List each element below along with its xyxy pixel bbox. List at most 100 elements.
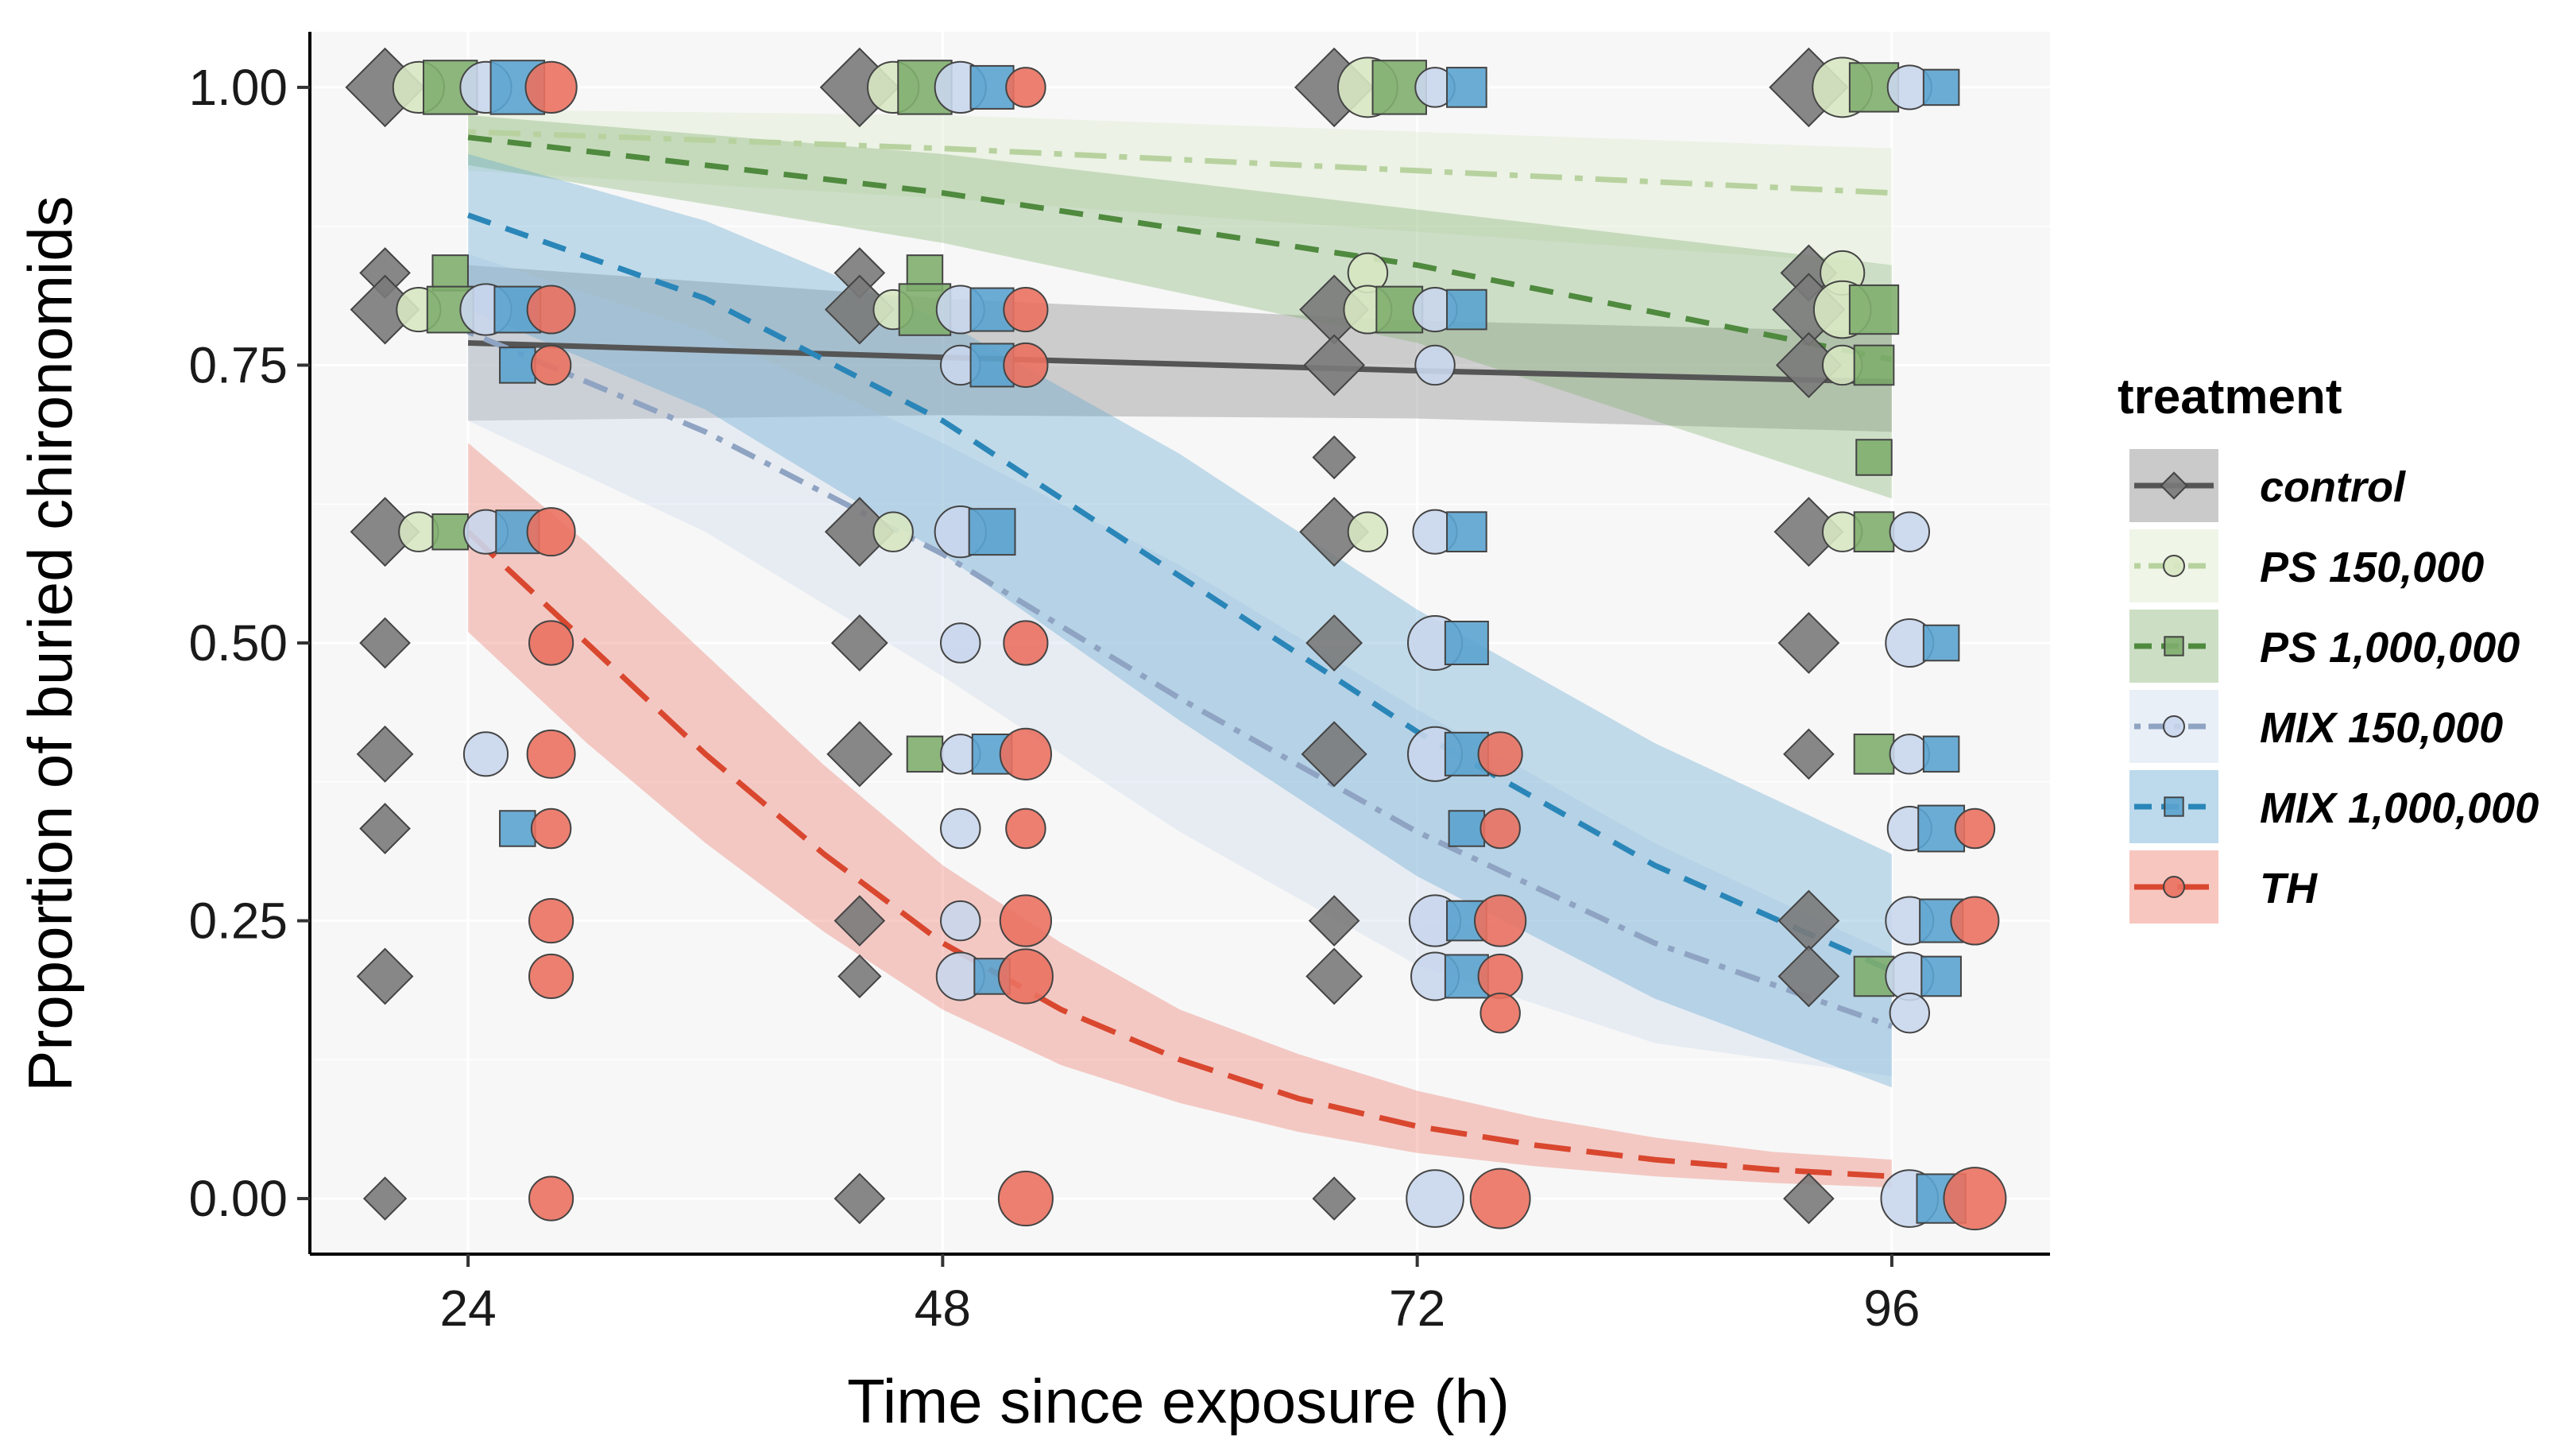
point-th xyxy=(1005,67,1046,108)
legend-key-marker xyxy=(2163,715,2185,738)
point-control xyxy=(1777,945,1840,1008)
point-th xyxy=(1479,992,1521,1034)
point-mix-1-000-000 xyxy=(1922,735,1960,773)
fit-line-control xyxy=(467,339,1892,385)
point-ps-1-000-000 xyxy=(1848,284,1900,335)
point-mix-1-000-000 xyxy=(499,810,536,847)
y-axis-title: Proportion of buried chironomids xyxy=(15,196,85,1091)
point-th xyxy=(999,894,1053,947)
point-control xyxy=(362,1176,408,1221)
point-th xyxy=(528,1175,574,1222)
point-th xyxy=(1469,1168,1531,1229)
y-tick-label: 1.00 xyxy=(188,59,288,116)
x-tick-label: 24 xyxy=(439,1280,496,1337)
point-mix-1-000-000 xyxy=(1920,955,1962,997)
point-control xyxy=(1305,947,1363,1005)
point-mix-1-000-000 xyxy=(968,508,1016,556)
legend-label: PS 150,000 xyxy=(2260,544,2484,591)
point-mix-150-000 xyxy=(462,731,509,777)
point-th xyxy=(1003,286,1049,333)
x-axis-title: Time since exposure (h) xyxy=(847,1366,1510,1436)
x-tick-label: 48 xyxy=(915,1280,971,1337)
legend-key-marker xyxy=(2164,796,2184,817)
fit-lines xyxy=(466,129,1893,1179)
point-ps-1-000-000 xyxy=(431,513,469,551)
fit-line-mix-1-000-000 xyxy=(466,212,1893,974)
legend-item-th: TH xyxy=(2129,850,2318,924)
band-ps-150-000 xyxy=(468,109,1892,265)
point-th xyxy=(1474,894,1527,947)
point-th xyxy=(530,807,572,850)
point-mix-1-000-000 xyxy=(1922,624,1960,662)
x-axis-ticks: 24 48 72 96 xyxy=(439,1254,1920,1337)
point-th xyxy=(528,897,574,944)
point-mix-150-000 xyxy=(1406,1169,1464,1228)
point-control xyxy=(356,725,414,783)
point-th xyxy=(997,1171,1054,1227)
point-th xyxy=(999,727,1053,780)
legend-title: treatment xyxy=(2118,370,2342,424)
point-th xyxy=(1954,807,1996,850)
point-ps-1-000-000 xyxy=(906,735,944,773)
point-control xyxy=(1305,614,1363,672)
confidence-bands xyxy=(468,109,1892,1188)
point-th xyxy=(526,507,576,557)
x-tick-label: 96 xyxy=(1863,1280,1920,1337)
point-mix-1-000-000 xyxy=(499,347,536,384)
point-control xyxy=(1312,435,1356,480)
point-th xyxy=(526,285,576,335)
fit-line-ps-150-000 xyxy=(467,129,1893,196)
point-control xyxy=(1303,334,1366,397)
band-mix-150-000 xyxy=(468,254,1892,1077)
legend-label: TH xyxy=(2260,865,2318,912)
y-tick-label: 0.75 xyxy=(188,336,288,393)
point-th xyxy=(1479,807,1521,850)
point-th xyxy=(1477,953,1523,1000)
point-mix-1-000-000 xyxy=(1448,810,1486,847)
legend-label: control xyxy=(2260,463,2406,511)
point-control xyxy=(1783,728,1835,780)
point-th xyxy=(1005,807,1046,850)
point-th xyxy=(530,344,572,386)
point-control xyxy=(837,954,882,999)
point-mix-1-000-000 xyxy=(1446,288,1487,331)
fit-line-ps-1-000-000 xyxy=(467,134,1893,362)
point-control xyxy=(359,803,411,854)
legend: treatment control PS 150,000 PS 1,000,000 M… xyxy=(2118,370,2539,924)
legend-label: MIX 150,000 xyxy=(2260,704,2503,752)
y-tick-label: 0.00 xyxy=(188,1170,288,1227)
point-th xyxy=(997,948,1054,1005)
point-mix-1-000-000 xyxy=(1446,67,1487,108)
fit-line-mix-150-000 xyxy=(466,329,1893,1029)
point-control xyxy=(834,895,886,947)
point-ps-1-000-000 xyxy=(431,254,469,292)
legend-item-control: control xyxy=(2129,449,2406,522)
legend-item-ps-1-000-000: PS 1,000,000 xyxy=(2129,610,2520,683)
point-mix-150-000 xyxy=(940,900,981,942)
point-mix-1-000-000 xyxy=(1922,68,1960,106)
legend-key-marker xyxy=(2163,555,2185,577)
legend-key-marker xyxy=(2163,876,2185,898)
point-control xyxy=(1777,612,1840,674)
point-control xyxy=(359,617,411,669)
legend-key-marker xyxy=(2160,471,2188,500)
point-control xyxy=(1312,1176,1356,1221)
point-ps-150-000 xyxy=(872,511,914,552)
point-ps-1-000-000 xyxy=(1853,344,1895,386)
point-mix-150-000 xyxy=(1414,344,1456,386)
data-points xyxy=(345,47,2007,1231)
point-mix-150-000 xyxy=(940,622,981,664)
band-ps-1-000-000 xyxy=(468,114,1892,499)
point-ps-1-000-000 xyxy=(1855,439,1893,476)
point-control xyxy=(830,614,888,672)
y-tick-label: 0.25 xyxy=(188,893,288,950)
legend-key-marker xyxy=(2164,636,2184,656)
point-th xyxy=(1950,896,2000,946)
point-th xyxy=(528,953,574,1000)
fit-line-th xyxy=(466,529,1893,1179)
point-mix-1-000-000 xyxy=(1444,621,1489,665)
x-tick-label: 72 xyxy=(1389,1280,1445,1337)
y-tick-label: 0.50 xyxy=(188,614,288,672)
point-ps-150-000 xyxy=(1347,511,1389,552)
